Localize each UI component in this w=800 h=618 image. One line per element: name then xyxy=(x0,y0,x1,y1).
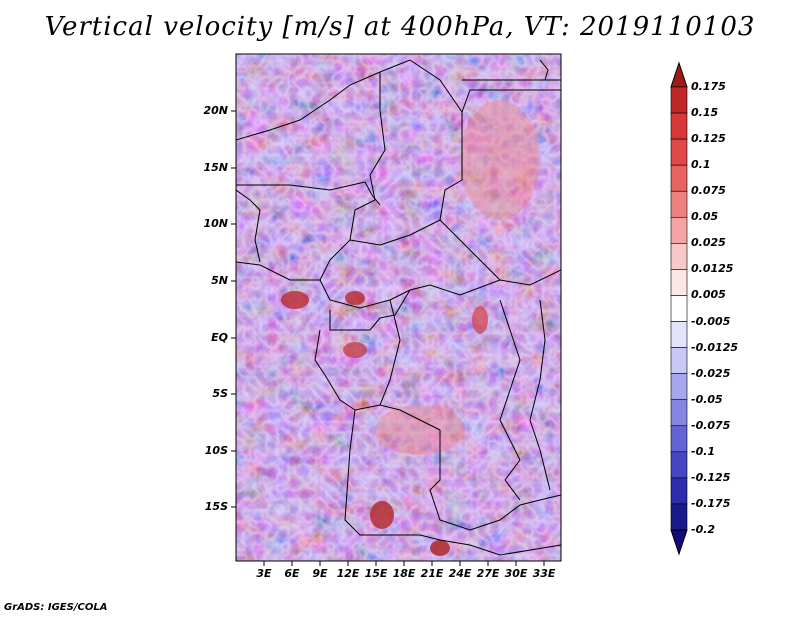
footer-credit: GrADS: IGES/COLA xyxy=(4,602,108,613)
colorbar-label: 0.1 xyxy=(691,158,711,172)
colorbar-label: 0.025 xyxy=(691,236,726,250)
updraft-spot xyxy=(375,405,465,455)
colorbar-top-arrow xyxy=(670,61,688,88)
lat-label: 20N xyxy=(203,104,228,117)
colorbar-segment xyxy=(670,347,688,374)
colorbar-segment xyxy=(670,373,688,401)
updraft-spot xyxy=(345,291,365,305)
colorbar-segment xyxy=(670,451,688,479)
lat-label: 10S xyxy=(204,444,228,457)
colorbar-segment xyxy=(670,399,688,427)
colorbar-label: -0.1 xyxy=(691,444,716,458)
colorbar-label: -0.075 xyxy=(691,418,731,432)
updraft-spot xyxy=(281,291,309,309)
colorbar-label: 0.0125 xyxy=(691,262,734,276)
updraft-spot xyxy=(460,100,540,220)
lat-ticks xyxy=(231,110,236,508)
colorbar-label: 0.05 xyxy=(691,210,719,224)
lat-label: EQ xyxy=(211,331,228,344)
lon-label: 30E xyxy=(504,567,528,580)
updraft-spot xyxy=(370,501,394,529)
colorbar-label: -0.175 xyxy=(691,496,731,510)
country-borders xyxy=(236,59,561,556)
colorbar-segment xyxy=(670,321,688,348)
colorbar-segment xyxy=(670,112,688,140)
map-frame xyxy=(235,53,562,562)
colorbar-label: -0.0125 xyxy=(691,340,739,354)
colorbar-segment xyxy=(670,138,688,166)
lat-label: 15N xyxy=(203,161,228,174)
lon-label: 15E xyxy=(364,567,388,580)
colorbar-segment xyxy=(670,86,688,114)
colorbar-segment xyxy=(670,164,688,192)
updraft-spot xyxy=(343,342,367,358)
colorbar-bottom-arrow xyxy=(670,529,688,556)
chart-title: Vertical velocity [m/s] at 400hPa, VT: 2… xyxy=(44,12,756,42)
colorbar-segment xyxy=(670,477,688,505)
colorbar-segment xyxy=(670,243,688,270)
lon-label: 9E xyxy=(312,567,328,580)
colorbar-label: -0.125 xyxy=(691,470,731,484)
colorbar-label: 0.005 xyxy=(691,288,726,302)
colorbar-label: 0.15 xyxy=(691,106,719,120)
lat-label: 10N xyxy=(203,217,228,230)
vertical-velocity-field xyxy=(236,54,561,561)
updraft-spot xyxy=(472,306,488,334)
colorbar-label: 0.075 xyxy=(691,184,726,198)
lon-label: 24E xyxy=(448,567,472,580)
lat-label: 15S xyxy=(204,500,228,513)
colorbar-label: -0.05 xyxy=(691,392,723,406)
colorbar-label: 0.175 xyxy=(691,80,726,93)
lon-label: 3E xyxy=(256,567,272,580)
colorbar xyxy=(670,61,688,556)
lon-label: 33E xyxy=(532,567,556,580)
lon-label: 21E xyxy=(420,567,444,580)
lon-ticks xyxy=(263,561,545,566)
colorbar-segment xyxy=(670,269,688,296)
colorbar-segment xyxy=(670,503,688,531)
lon-label: 6E xyxy=(284,567,300,580)
colorbar-segment xyxy=(670,190,688,218)
colorbar-label: -0.005 xyxy=(691,314,731,328)
colorbar-segment xyxy=(670,295,688,322)
lat-label: 5S xyxy=(212,387,228,400)
lon-label: 27E xyxy=(476,567,500,580)
lat-label: 5N xyxy=(211,274,228,287)
colorbar-label: -0.025 xyxy=(691,366,731,380)
colorbar-segment xyxy=(670,425,688,453)
colorbar-label: 0.125 xyxy=(691,132,726,146)
updraft-spot xyxy=(430,540,450,556)
colorbar-segment xyxy=(670,216,688,244)
lon-label: 18E xyxy=(392,567,416,580)
colorbar-label: -0.2 xyxy=(691,523,716,536)
lon-label: 12E xyxy=(336,567,360,580)
